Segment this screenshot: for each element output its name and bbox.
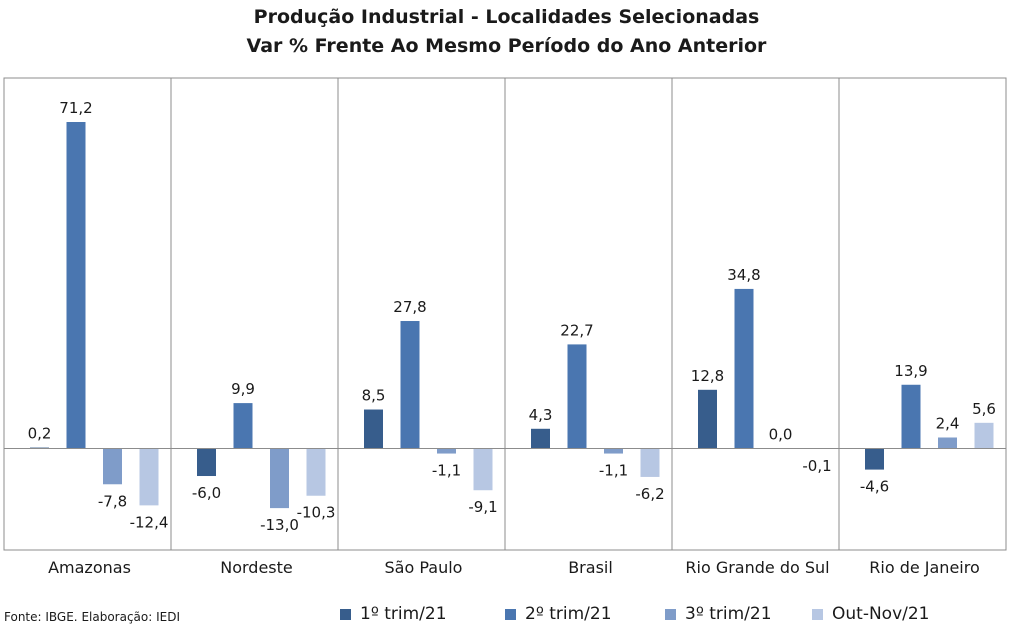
data-label: 0,2: [28, 425, 52, 443]
data-label: 9,9: [231, 380, 255, 398]
bar: [139, 448, 159, 506]
data-label: 71,2: [59, 99, 92, 117]
data-label: -1,1: [599, 462, 628, 480]
data-label: 22,7: [560, 321, 593, 339]
legend-item-1: 1º trim/21: [340, 602, 447, 626]
legend-swatch: [340, 608, 351, 620]
category-label: Nordeste: [220, 558, 293, 577]
data-label: -1,1: [432, 462, 461, 480]
data-label: 34,8: [727, 266, 760, 284]
bar: [66, 122, 86, 449]
data-label: 5,6: [972, 400, 996, 418]
legend-label: 1º trim/21: [360, 604, 447, 624]
bar: [364, 409, 383, 449]
legend-item-3: 3º trim/21: [665, 602, 772, 626]
legend-item-4: Out-Nov/21: [812, 602, 930, 626]
legend-swatch: [505, 608, 516, 620]
chart-subtitle: Var % Frente Ao Mesmo Período do Ano Ant…: [246, 35, 767, 57]
bar: [103, 448, 122, 485]
data-label: 8,5: [362, 387, 386, 405]
bar: [473, 448, 493, 491]
bar: [734, 288, 754, 449]
bar: [865, 448, 884, 470]
category-label: Rio Grande do Sul: [685, 558, 829, 577]
legend-label: 2º trim/21: [525, 604, 612, 624]
data-label: -12,4: [130, 513, 169, 531]
data-label: 2,4: [936, 414, 960, 432]
legend-swatch: [812, 608, 823, 620]
data-label: -10,3: [297, 504, 336, 522]
data-label: 4,3: [529, 406, 553, 424]
bar: [604, 448, 623, 454]
category-label: Amazonas: [48, 558, 131, 577]
bar: [567, 344, 587, 449]
category-label: Rio de Janeiro: [869, 558, 980, 577]
data-label: -7,8: [98, 492, 127, 510]
bar: [938, 437, 957, 449]
legend-label: Out-Nov/21: [832, 604, 930, 624]
data-label: -6,2: [635, 485, 664, 503]
data-label: 27,8: [393, 298, 426, 316]
data-label: -0,1: [802, 457, 831, 475]
data-label: 12,8: [691, 367, 724, 385]
data-label: 0,0: [769, 426, 793, 444]
data-label: -6,0: [192, 484, 221, 502]
category-label: Brasil: [568, 558, 613, 577]
bar: [306, 448, 326, 496]
data-label: 13,9: [894, 362, 927, 380]
bar: [698, 389, 717, 449]
bar: [901, 384, 921, 449]
legend-swatch: [665, 608, 676, 620]
legend-label: 3º trim/21: [685, 604, 772, 624]
bar: [233, 403, 253, 449]
data-label: -4,6: [860, 478, 889, 496]
bar: [270, 448, 289, 509]
chart-title: Produção Industrial - Localidades Seleci…: [253, 6, 760, 28]
data-label: -9,1: [468, 498, 497, 516]
bar: [437, 448, 456, 454]
bar: [400, 321, 420, 449]
bar: [974, 422, 994, 449]
data-label: -13,0: [260, 516, 299, 534]
bar: [640, 448, 660, 477]
source-note: Fonte: IBGE. Elaboração: IEDI: [4, 610, 181, 624]
bar: [197, 448, 216, 477]
category-label: São Paulo: [385, 558, 463, 577]
legend-item-2: 2º trim/21: [505, 602, 612, 626]
bar: [531, 428, 550, 449]
